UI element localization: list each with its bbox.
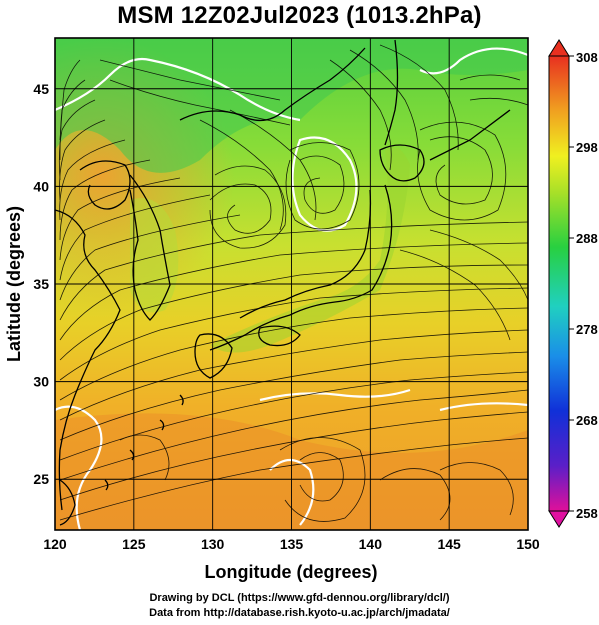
colorbar-tick-label: 278 — [576, 322, 598, 337]
x-tick-label: 120 — [43, 536, 67, 552]
x-tick-label: 145 — [437, 536, 461, 552]
map-title: MSM 12Z02Jul2023 (1013.2hPa) — [117, 2, 482, 29]
x-tick-label: 135 — [280, 536, 304, 552]
y-tick-label: 45 — [33, 81, 49, 97]
colorbar-tick-label: 298 — [576, 140, 598, 155]
coastlines — [55, 39, 511, 526]
x-tick-label: 130 — [201, 536, 225, 552]
colorbar-lower-extend — [548, 510, 570, 528]
x-tick-label: 150 — [516, 536, 540, 552]
y-tick-label: 30 — [33, 374, 49, 390]
lat-lon-grid — [55, 38, 528, 530]
x-axis: 120 125 130 135 140 145 150 — [43, 536, 540, 552]
x-tick-label: 125 — [122, 536, 146, 552]
map-frame — [54, 37, 529, 531]
x-tick-label: 140 — [359, 536, 383, 552]
credit-drawing: Drawing by DCL (https://www.gfd-dennou.o… — [149, 592, 450, 604]
temperature-field — [55, 38, 528, 530]
y-tick-label: 25 — [33, 471, 49, 487]
y-axis-label: Latitude (degrees) — [4, 206, 24, 362]
colorbar-tick-label: 268 — [576, 413, 598, 428]
colorbar-upper-extend — [548, 39, 570, 57]
y-axis: 25 30 35 40 45 — [33, 81, 49, 487]
x-axis-label: Longitude (degrees) — [204, 562, 377, 582]
wind-streamlines — [58, 44, 528, 522]
colorbar: 308 298 288 278 268 258 — [548, 39, 598, 528]
colorbar-tick-label: 258 — [576, 506, 598, 521]
y-tick-label: 40 — [33, 178, 49, 194]
credit-data: Data from http://database.rish.kyoto-u.a… — [149, 607, 450, 619]
y-tick-label: 35 — [33, 276, 49, 292]
colorbar-tick-label: 288 — [576, 231, 598, 246]
colorbar-tick-label: 308 — [576, 50, 598, 65]
colorbar-scale — [548, 55, 570, 512]
